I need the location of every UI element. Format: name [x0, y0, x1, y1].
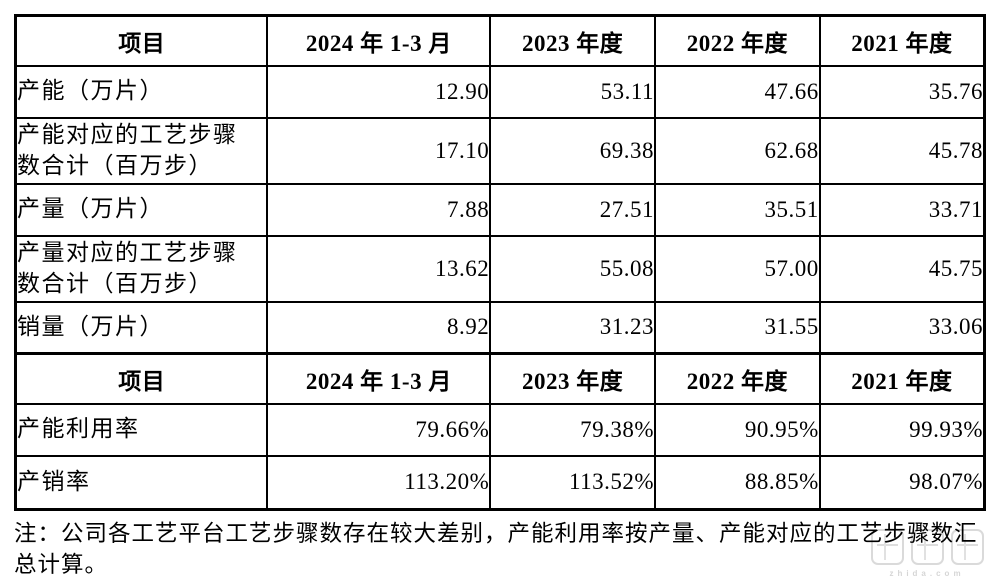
- watermark-glyphs: [862, 529, 992, 565]
- col-header-2022: 2022 年度: [654, 352, 821, 405]
- cell-value: 12.90: [266, 64, 492, 119]
- table-row-sales-output-ratio: 产销率 113.20% 113.52% 88.85% 98.07%: [14, 454, 986, 511]
- capacity-header-row: 项目 2024 年 1-3 月 2023 年度 2022 年度 2021 年度: [14, 14, 986, 67]
- cell-value: 27.51: [489, 182, 657, 237]
- table-row-capacity-utilization: 产能利用率 79.66% 79.38% 90.95% 99.93%: [14, 402, 986, 457]
- cell-value: 33.06: [818, 300, 986, 355]
- cell-value: 62.68: [654, 116, 821, 185]
- row-label: 产量对应的工艺步骤 数合计（百万步）: [14, 234, 269, 303]
- col-header-2023: 2023 年度: [489, 352, 657, 405]
- col-header-item: 项目: [14, 14, 269, 67]
- table-row-output-steps: 产量对应的工艺步骤 数合计（百万步） 13.62 55.08 57.00 45.…: [14, 234, 986, 303]
- table-row-output: 产量（万片） 7.88 27.51 35.51 33.71: [14, 182, 986, 237]
- cell-value: 55.08: [489, 234, 657, 303]
- row-label: 产量（万片）: [14, 182, 269, 237]
- cell-value: 8.92: [266, 300, 492, 355]
- footnote: 注：公司各工艺平台工艺步骤数存在较大差别，产能利用率按产量、产能对应的工艺步骤数…: [14, 521, 978, 577]
- col-header-2024q1: 2024 年 1-3 月: [266, 352, 492, 405]
- cell-value: 45.75: [818, 234, 986, 303]
- col-header-2021: 2021 年度: [818, 352, 986, 405]
- cell-value: 79.38%: [489, 402, 657, 457]
- row-label: 产能（万片）: [14, 64, 269, 119]
- watermark-logo: zhida.com: [862, 529, 992, 578]
- cell-value: 47.66: [654, 64, 821, 119]
- table-row-sales: 销量（万片） 8.92 31.23 31.55 33.06: [14, 300, 986, 355]
- cell-value: 113.52%: [489, 454, 657, 511]
- watermark-glyph-icon: [950, 529, 984, 565]
- cell-value: 31.55: [654, 300, 821, 355]
- col-header-2021: 2021 年度: [818, 14, 986, 67]
- col-header-item: 项目: [14, 352, 269, 405]
- cell-value: 88.85%: [654, 454, 821, 511]
- cell-value: 45.78: [818, 116, 986, 185]
- cell-value: 31.23: [489, 300, 657, 355]
- col-header-2024q1: 2024 年 1-3 月: [266, 14, 492, 67]
- cell-value: 79.66%: [266, 402, 492, 457]
- row-label: 产能对应的工艺步骤 数合计（百万步）: [14, 116, 269, 185]
- watermark-glyph-icon: [910, 529, 944, 565]
- cell-value: 35.51: [654, 182, 821, 237]
- cell-value: 113.20%: [266, 454, 492, 511]
- cell-value: 17.10: [266, 116, 492, 185]
- table-row-capacity: 产能（万片） 12.90 53.11 47.66 35.76: [14, 64, 986, 119]
- cell-value: 33.71: [818, 182, 986, 237]
- utilization-header-row: 项目 2024 年 1-3 月 2023 年度 2022 年度 2021 年度: [14, 352, 986, 405]
- cell-value: 57.00: [654, 234, 821, 303]
- cell-value: 7.88: [266, 182, 492, 237]
- cell-value: 35.76: [818, 64, 986, 119]
- cell-value: 13.62: [266, 234, 492, 303]
- table-row-capacity-steps: 产能对应的工艺步骤 数合计（百万步） 17.10 69.38 62.68 45.…: [14, 116, 986, 185]
- production-data-table: 项目 2024 年 1-3 月 2023 年度 2022 年度 2021 年度 …: [14, 14, 986, 511]
- watermark-glyph-icon: [870, 529, 904, 565]
- row-label: 产销率: [14, 454, 269, 511]
- cell-value: 69.38: [489, 116, 657, 185]
- col-header-2022: 2022 年度: [654, 14, 821, 67]
- row-label: 销量（万片）: [14, 300, 269, 355]
- cell-value: 90.95%: [654, 402, 821, 457]
- cell-value: 53.11: [489, 64, 657, 119]
- cell-value: 99.93%: [818, 402, 986, 457]
- watermark-text: zhida.com: [889, 569, 965, 578]
- row-label: 产能利用率: [14, 402, 269, 457]
- col-header-2023: 2023 年度: [489, 14, 657, 67]
- cell-value: 98.07%: [818, 454, 986, 511]
